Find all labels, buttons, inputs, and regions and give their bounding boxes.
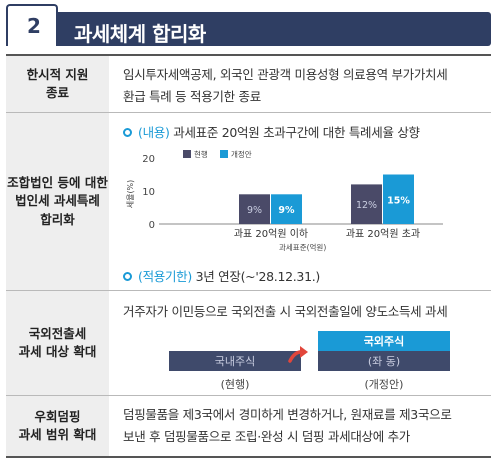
validity-tag: (적용기한) [138, 269, 192, 284]
section-number: 2 [27, 14, 41, 38]
before-caption: (현행) [220, 378, 250, 391]
legend-swatch [220, 150, 228, 158]
row-text-anti-dumping: 덤핑물품을 제3국에서 경미하게 변경하거나, 원재료를 제3국으로 보낸 후 … [123, 407, 452, 444]
x-category-label: 과표 20억원 이하 [234, 227, 308, 240]
bar-revised [383, 174, 414, 224]
tax-rate-chart-svg: 세율(%) 0 10 20 현행 개정안 9% 9% 과표 20억원 이하 12% 15% 과표 20… [126, 149, 443, 252]
row-label-cooperative-tax: 조합법인 등에 대한 법인세 과세특례 합리화 [6, 113, 109, 290]
bar-data-label: 9% [247, 205, 262, 216]
header-bar [6, 12, 491, 46]
content-text: 과세표준 20억원 초과구간에 대한 특례세율 상향 [173, 125, 420, 140]
section-header: 2 과세체계 합리화 [6, 4, 491, 48]
y-tick-label: 0 [149, 220, 155, 231]
validity-bullet: (적용기한) 3년 연장(~'28.12.31.) [123, 266, 320, 285]
section-number-tab: 2 [6, 4, 58, 46]
row-label-anti-dumping: 우회덤핑 과세 범위 확대 [6, 396, 109, 456]
x-axis-label: 과세표준(억원) [279, 243, 326, 252]
row-label-temporary-support: 한시적 지원 종료 [6, 56, 109, 112]
x-category-label: 과표 20억원 초과 [346, 228, 420, 240]
policy-table: 한시적 지원 종료 임시투자세액공제, 외국인 관광객 미용성형 의료용역 부가… [6, 54, 491, 462]
row-divider [6, 112, 491, 113]
before-domestic-stock-box: 국내주식 [169, 351, 301, 371]
after-foreign-stock-box: 국외주식 [318, 331, 450, 351]
bar-data-label: 12% [356, 200, 377, 211]
legend-swatch [183, 150, 191, 158]
curved-arrow-icon [288, 346, 308, 363]
bar-current [351, 184, 382, 224]
bar-data-label: 15% [387, 195, 410, 206]
tax-rate-chart: 세율(%) 0 10 20 현행 개정안 9% 9% 과표 20억원 이하 12% 15% 과표 20… [123, 146, 453, 252]
row-text-exit-tax: 거주자가 이민등으로 국외전출 시 국외전출일에 양도소득세 과세 [123, 304, 448, 319]
content-bullet: (내용) 과세표준 20억원 초과구간에 대한 특례세율 상향 [123, 122, 420, 141]
after-caption: (개정안) [364, 378, 404, 391]
row-divider [6, 395, 491, 396]
y-tick-label: 20 [142, 154, 155, 165]
legend-label: 개정안 [231, 149, 252, 159]
ring-bullet-icon [123, 272, 132, 281]
bar-revised [271, 194, 302, 224]
table-top-border [6, 54, 491, 56]
content-tag: (내용) [138, 125, 170, 140]
y-axis-label: 세율(%) [126, 180, 135, 209]
ring-bullet-icon [123, 128, 132, 137]
row-text-temporary-support: 임시투자세액공제, 외국인 관광객 미용성형 의료용역 부가가치세 환급 특례 … [123, 67, 448, 104]
legend-label: 현행 [194, 149, 208, 159]
row-label-exit-tax: 국외전출세 과세 대상 확대 [6, 291, 109, 395]
section-title: 과세체계 합리화 [74, 22, 206, 46]
after-same-box: (좌 동) [318, 351, 450, 371]
table-bottom-border [6, 456, 491, 458]
bar-current [239, 194, 270, 224]
y-tick-label: 10 [142, 187, 155, 198]
row-divider [6, 290, 491, 291]
validity-text: 3년 연장(~'28.12.31.) [195, 269, 321, 284]
bar-data-label: 9% [278, 205, 295, 216]
